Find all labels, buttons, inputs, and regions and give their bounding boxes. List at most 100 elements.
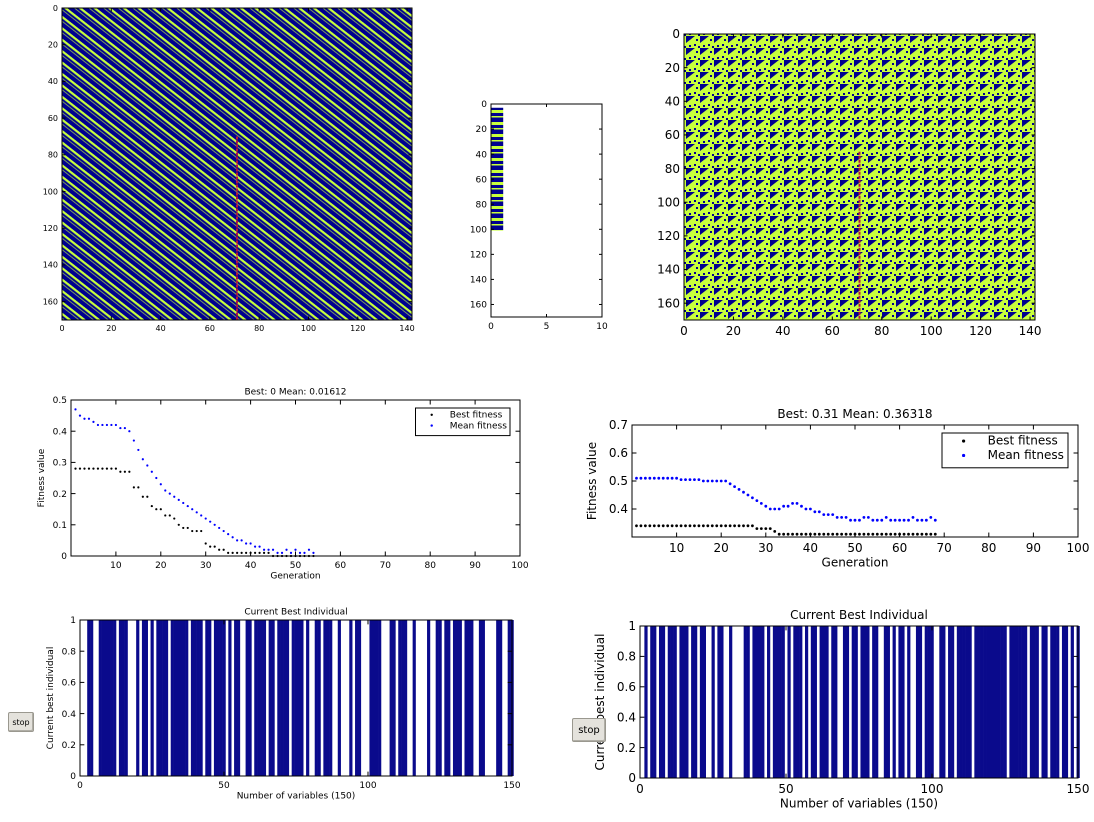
stop-button[interactable]: stop [572,718,606,742]
data-point [826,513,830,516]
y-tick-label: 80 [48,151,58,160]
bar [977,626,981,778]
bar [427,620,431,776]
bar [136,620,140,776]
bar [389,620,393,776]
bar [141,620,146,776]
data-point [173,495,176,498]
bar [118,620,123,776]
y-tick-label: 100 [43,187,58,196]
bar [185,620,189,776]
bar [1032,626,1036,778]
bar [285,620,290,776]
data-point [920,518,924,522]
y-tick-label: 0 [70,772,76,782]
data-point [652,524,656,528]
bar [772,626,777,778]
y-tick-label: 0.2 [617,741,636,755]
data-point [688,524,692,528]
y-tick-label: 80 [476,200,488,210]
data-point [768,507,772,511]
bar [1000,626,1004,778]
bar [819,626,823,778]
data-point [155,508,158,511]
data-point [701,479,705,483]
bar [213,620,218,776]
data-point [146,495,149,498]
data-point [728,482,732,486]
data-point [670,476,674,480]
x-axis-label: Generation [822,556,889,570]
data-point [710,479,714,483]
x-tick-label: 100 [359,781,376,791]
bar [875,626,879,778]
x-tick-label: 60 [892,541,907,555]
y-tick-label: 0.6 [609,446,628,460]
data-point [728,524,732,528]
x-tick-label: 40 [775,324,790,338]
bar [767,626,771,778]
legend-marker [962,453,966,458]
data-point [168,492,171,495]
x-tick-label: 50 [290,561,302,571]
y-tick-label: 40 [476,150,488,160]
data-point [267,551,270,554]
bar [182,620,186,776]
bar [997,626,1001,778]
bar [378,620,382,776]
bar [886,626,890,778]
data-point [128,470,131,473]
data-point [858,532,861,536]
y-tick-label: 0.5 [53,396,67,406]
data-point [267,548,270,551]
bar [121,620,125,776]
x-tick-label: 60 [205,324,215,333]
x-tick-label: 60 [335,561,347,571]
data-point [755,527,759,530]
bar [162,620,166,776]
data-point [240,539,243,542]
bar [447,620,451,776]
legend-marker [430,424,433,427]
data-point [675,524,678,528]
data-point [639,524,643,528]
bar [464,620,468,776]
bar [781,626,785,778]
bar [216,620,220,776]
bar [755,626,759,778]
data-point [209,545,212,548]
data-point [137,448,140,452]
data-point [809,507,812,511]
bar [927,626,931,778]
data-point [786,504,790,508]
data-point [715,479,719,483]
y-tick-label: 0.5 [609,474,628,488]
bar [458,620,462,776]
bar [813,626,817,778]
bar [831,626,835,778]
bar [974,626,978,778]
axes-title: Best: 0.31 Mean: 0.36318 [777,407,932,421]
data-point [880,518,884,522]
data-point [701,524,705,528]
x-tick-label: 50 [847,541,862,555]
x-tick-label: 20 [155,561,167,571]
bar [280,620,284,776]
data-point [742,490,745,494]
data-point [889,532,893,536]
y-tick-label: 20 [48,41,58,50]
x-tick-label: 0 [59,324,64,333]
stop-button[interactable]: stop [8,712,34,732]
data-point [204,517,207,520]
bar [711,626,715,778]
y-tick-label: 0.7 [609,418,628,432]
bar [863,626,867,778]
bar [124,620,128,776]
data-point [777,507,781,511]
bar [337,620,341,776]
bar [653,626,657,778]
x-tick-label: 30 [200,561,212,571]
bar [901,626,905,778]
bar [1041,626,1045,778]
bar [1056,626,1060,778]
